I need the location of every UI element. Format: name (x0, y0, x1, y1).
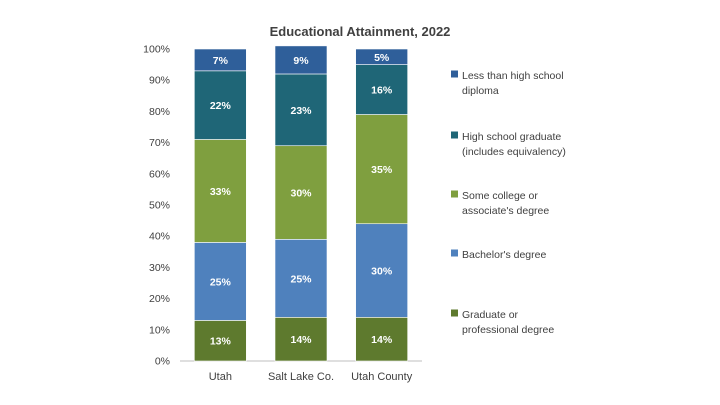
data-label: 5% (374, 52, 390, 64)
legend-label: Graduate or (462, 309, 519, 321)
data-label: 22% (210, 100, 232, 112)
bar-segment (274, 239, 328, 318)
y-tick-label: 70% (149, 137, 170, 149)
bar-segment (355, 48, 408, 65)
legend-label: Less than high school (462, 70, 564, 82)
y-tick-label: 90% (149, 75, 170, 87)
legend-label: High school graduate (462, 131, 561, 143)
legend-swatch (451, 249, 458, 257)
bar-segment (355, 114, 408, 225)
x-category-label: Utah (209, 371, 232, 383)
bar-segment (274, 73, 328, 147)
y-tick-label: 20% (149, 293, 170, 305)
legend-swatch (451, 190, 458, 198)
data-label: 14% (371, 334, 393, 346)
legend-label: (includes equivalency) (462, 146, 566, 158)
bar-segment (274, 145, 328, 240)
data-label: 33% (210, 186, 232, 198)
y-tick-label: 60% (149, 168, 170, 180)
data-label: 30% (371, 266, 393, 278)
bar-segment (194, 242, 247, 321)
y-tick-label: 10% (149, 324, 170, 336)
y-tick-label: 40% (149, 231, 170, 243)
legend-label: professional degree (462, 324, 554, 336)
bars: 13% 25% 33% 22% 7% 14% 25% 30% 23% 9% 14% 30% 35% 16%… (194, 45, 408, 362)
legend-swatch (451, 131, 458, 139)
data-label: 7% (213, 55, 229, 67)
data-label: 25% (290, 273, 312, 285)
y-axis: 0% 10% 20% 30% 40% 50% 60% 70% 80% 90% 100% (143, 44, 422, 368)
bar-segment (194, 70, 247, 140)
legend-label: Bachelor's degree (462, 249, 546, 261)
legend-label: diploma (462, 85, 499, 97)
chart-title: Educational Attainment, 2022 (270, 24, 451, 39)
x-category-label: Salt Lake Co. (268, 371, 334, 383)
y-tick-label: 100% (143, 44, 170, 56)
data-label: 16% (371, 85, 393, 97)
legend-label: associate's degree (462, 205, 549, 217)
y-tick-label: 80% (149, 106, 170, 118)
data-label: 14% (290, 334, 312, 346)
x-axis: Utah Salt Lake Co. Utah County (209, 371, 413, 383)
bar-segment (355, 317, 408, 362)
y-tick-label: 50% (149, 200, 170, 212)
legend-label: Some college or (462, 190, 538, 202)
y-tick-label: 0% (155, 356, 170, 368)
y-tick-label: 30% (149, 262, 170, 274)
bar-segment (355, 64, 408, 115)
bar-segment (194, 48, 247, 72)
legend-swatch (451, 309, 458, 317)
bar-segment (194, 320, 247, 362)
bar-segment (194, 139, 247, 243)
data-label: 9% (293, 55, 309, 67)
data-label: 23% (290, 105, 312, 117)
legend-swatch (451, 70, 458, 78)
bar-segment (274, 45, 328, 75)
bar-segment (274, 317, 328, 362)
bar-segment (355, 223, 408, 318)
legend: Less than high school diploma High school … (451, 70, 566, 336)
data-label: 13% (210, 336, 232, 348)
x-category-label: Utah County (351, 371, 413, 383)
data-label: 25% (210, 276, 232, 288)
data-label: 30% (290, 188, 312, 200)
data-label: 35% (371, 164, 393, 176)
